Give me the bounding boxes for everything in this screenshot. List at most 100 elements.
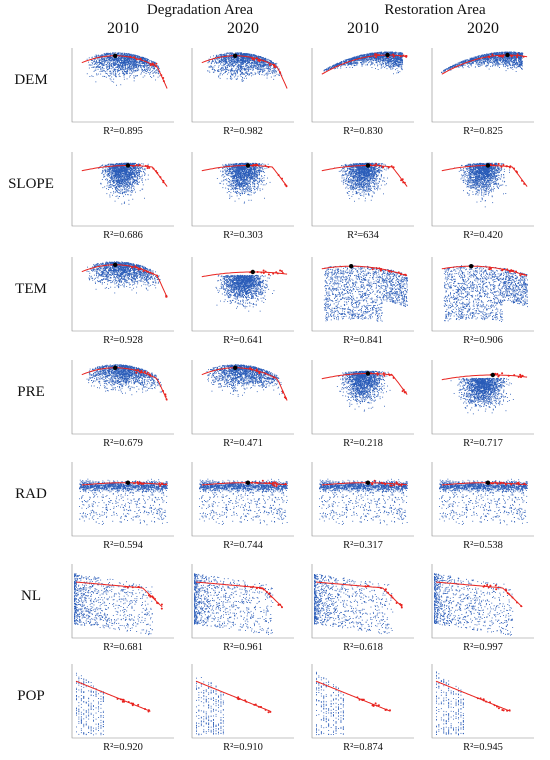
scatter-point (236, 79, 238, 80)
scatter-point (325, 69, 327, 70)
highlight-point (392, 55, 395, 58)
scatter-point (343, 64, 345, 65)
scatter-point (260, 61, 262, 63)
scatter-point (133, 64, 135, 66)
scatter-point (401, 61, 403, 63)
scatter-point (110, 79, 112, 81)
scatter-point (132, 67, 134, 69)
scatter-point (254, 72, 256, 74)
scatter-point (247, 60, 249, 62)
scatter-point (395, 53, 396, 54)
scatter-point (231, 56, 233, 58)
scatter-point (243, 65, 245, 67)
scatter-point (128, 55, 130, 57)
scatter-point (263, 59, 265, 61)
scatter-point (392, 53, 393, 54)
scatter-point (141, 62, 143, 64)
scatter-point (359, 60, 361, 62)
scatter-point (246, 60, 248, 62)
scatter-point (215, 60, 216, 62)
scatter-point (223, 60, 225, 62)
scatter-point (114, 60, 116, 61)
scatter-point (106, 66, 108, 68)
scatter-point (276, 73, 278, 75)
scatter-point (123, 61, 125, 63)
scatter-point (248, 53, 250, 55)
scatter-point (129, 58, 131, 60)
scatter-point (387, 63, 389, 65)
scatter-point (118, 66, 120, 67)
scatter-point (213, 55, 214, 57)
scatter-point (135, 75, 137, 77)
scatter-point (260, 56, 262, 58)
scatter-point (121, 57, 123, 59)
scatter-point (113, 69, 115, 71)
scatter-point (277, 69, 279, 71)
scatter-point (108, 57, 110, 58)
scatter-point (400, 60, 401, 62)
scatter-point (149, 73, 151, 75)
scatter-point (356, 55, 358, 57)
scatter-point (144, 59, 146, 61)
scatter-point (133, 69, 135, 71)
scatter-point (259, 57, 261, 59)
scatter-point (120, 69, 122, 71)
scatter-point (368, 54, 370, 56)
scatter-point (133, 67, 135, 69)
scatter-point (118, 60, 120, 61)
scatter-point (268, 61, 270, 63)
scatter-point (137, 64, 139, 66)
scatter-point (109, 57, 111, 59)
scatter-point (125, 67, 126, 69)
scatter-point (237, 59, 239, 61)
scatter-point (236, 66, 238, 68)
scatter-point (107, 56, 108, 58)
scatter-point (510, 59, 512, 60)
scatter-point (401, 60, 402, 62)
scatter-point (255, 73, 257, 74)
scatter-point (516, 55, 518, 57)
scatter-point (254, 66, 256, 68)
scatter-point (237, 62, 239, 64)
scatter-point (124, 53, 126, 55)
scatter-point (128, 63, 129, 65)
scatter-point (378, 57, 379, 59)
scatter-point (496, 57, 498, 59)
scatter-point (253, 66, 255, 68)
scatter-point (235, 52, 237, 54)
scatter-point (259, 70, 261, 72)
scatter-point (370, 53, 372, 55)
scatter-point (500, 60, 501, 62)
scatter-point (146, 59, 148, 61)
scatter-point (122, 54, 124, 56)
scatter-point (121, 60, 123, 61)
scatter-point (127, 66, 129, 68)
scatter-point (332, 67, 334, 68)
scatter-point (142, 76, 144, 78)
scatter-point (123, 69, 125, 71)
scatter-point (383, 55, 385, 57)
scatter-point (108, 75, 110, 77)
scatter-point (248, 74, 250, 76)
scatter-point (223, 58, 225, 59)
scatter-point (248, 53, 250, 55)
scatter-point (118, 67, 120, 68)
scatter-point (226, 58, 228, 60)
scatter-point (258, 58, 260, 60)
scatter-point (237, 69, 239, 71)
highlight-point (135, 58, 138, 61)
scatter-point (123, 64, 125, 66)
scatter-point (223, 69, 225, 71)
scatter-point (350, 62, 352, 64)
scatter-point (248, 70, 250, 72)
scatter-point (91, 62, 93, 63)
scatter-point (233, 65, 235, 67)
scatter-point (378, 58, 380, 60)
scatter-point (354, 60, 356, 62)
scatter-point (353, 60, 355, 61)
scatter-point (131, 55, 133, 56)
scatter-point (398, 57, 400, 59)
scatter-point (110, 71, 112, 73)
scatter-point (242, 57, 244, 59)
scatter-point (220, 60, 222, 62)
